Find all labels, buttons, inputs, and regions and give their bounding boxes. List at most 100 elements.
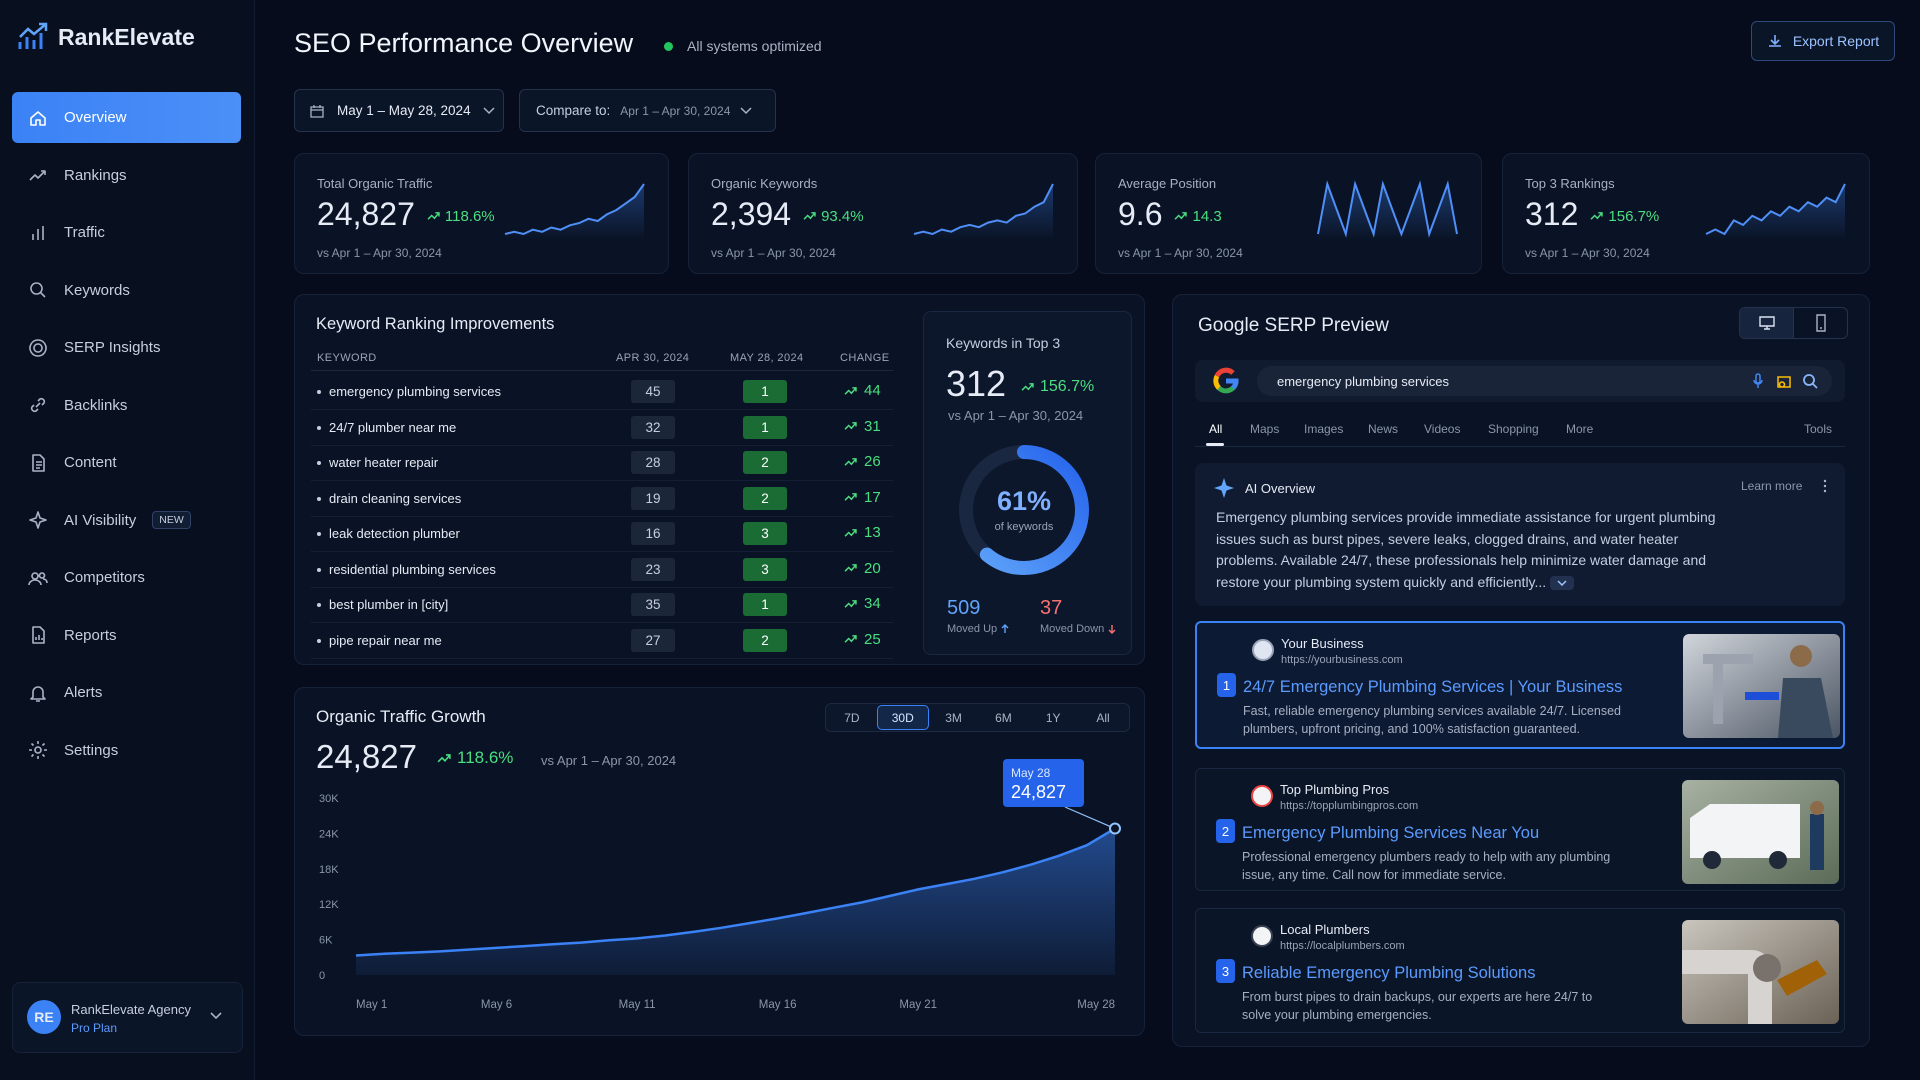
serp-tab[interactable]: Maps	[1250, 422, 1280, 436]
range-button[interactable]: All	[1096, 710, 1110, 725]
previous-rank: 27	[631, 628, 675, 652]
nav-label: Traffic	[64, 224, 105, 241]
trend-icon	[844, 422, 857, 431]
serp-tools[interactable]: Tools	[1804, 422, 1833, 436]
current-rank: 1	[743, 593, 787, 616]
kpi-change: 14.3	[1174, 208, 1222, 225]
donut-label: 61%	[997, 486, 1051, 516]
avatar: RE	[27, 1000, 61, 1034]
logo-arrow	[19, 22, 48, 38]
nav-label: Competitors	[64, 569, 145, 586]
rank-change: 17	[844, 489, 881, 506]
card-compare: vs Apr 1 – Apr 30, 2024	[948, 408, 1083, 423]
icon-path	[844, 529, 857, 537]
nav-item[interactable]: Keywords	[12, 265, 241, 316]
rank-badge: 1	[1217, 673, 1236, 697]
donut-chart: 61% of keywords	[959, 445, 1089, 575]
nav-icon	[30, 110, 46, 126]
search-input[interactable]: emergency plumbing services	[1257, 366, 1832, 396]
date-range-picker[interactable]: May 1 – May 28, 2024	[294, 89, 504, 132]
more-icon[interactable]	[1822, 478, 1828, 494]
range-button[interactable]: 3M	[945, 710, 962, 725]
column-header: APR 30, 2024	[616, 352, 690, 364]
nav-icon	[28, 571, 48, 585]
rank-change: 20	[844, 560, 881, 577]
nav-icon	[29, 338, 47, 357]
kpi-value: 9.6	[1118, 196, 1163, 232]
compare-text: vs Apr 1 – Apr 30, 2024	[948, 408, 1084, 423]
serp-tab[interactable]: News	[1368, 422, 1399, 436]
nav-item[interactable]: Alerts	[12, 667, 241, 718]
nav-item[interactable]: Backlinks	[12, 380, 241, 431]
rank-badge: 3	[1216, 959, 1235, 983]
nav-item[interactable]: Reports	[12, 610, 241, 661]
kpi-change-value: 156.7%	[1608, 207, 1660, 225]
y-tick-label: 0	[319, 970, 325, 982]
table-row: residential plumbing services 23 3 20	[311, 552, 893, 588]
serp-tab[interactable]: Images	[1304, 422, 1344, 436]
nav-item[interactable]: Traffic	[12, 207, 241, 258]
sparkline-area	[1706, 184, 1845, 240]
range-button[interactable]: 30D	[876, 705, 929, 730]
card-value: 312	[946, 363, 1007, 404]
result-title[interactable]: Reliable Emergency Plumbing Solutions	[1242, 964, 1536, 982]
nav-item[interactable]: Settings	[12, 725, 241, 776]
icon-path	[29, 338, 47, 357]
nav-item[interactable]: AI Visibility NEW	[12, 495, 241, 546]
serp-tab[interactable]: More	[1566, 422, 1594, 436]
result-title[interactable]: 24/7 Emergency Plumbing Services | Your …	[1243, 678, 1623, 696]
range-button[interactable]: 7D	[844, 710, 860, 725]
change-value: 26	[864, 453, 881, 470]
nav-item[interactable]: Rankings	[12, 150, 241, 201]
nav-item[interactable]: Competitors	[12, 552, 241, 603]
kpi-title: Organic Keywords	[711, 176, 818, 191]
chevron	[740, 106, 752, 114]
desktop-toggle[interactable]	[1740, 308, 1793, 338]
icon-path	[30, 685, 46, 702]
tooltip-box	[1003, 759, 1084, 807]
nav-badge: NEW	[152, 511, 191, 529]
result-title[interactable]: Emergency Plumbing Services Near You	[1242, 824, 1540, 842]
arrow-path	[1001, 624, 1009, 633]
serp-tab[interactable]: Shopping	[1488, 422, 1539, 436]
export-button[interactable]: Export Report	[1751, 21, 1895, 61]
keyword: emergency plumbing services	[329, 384, 501, 399]
nav-item[interactable]: Content	[12, 437, 241, 488]
result-image	[1682, 920, 1839, 1024]
account-card[interactable]: RE RankElevate Agency Pro Plan	[12, 982, 243, 1053]
sparkline-line	[504, 183, 645, 236]
nav-label: Overview	[64, 109, 127, 126]
mobile-toggle[interactable]	[1793, 308, 1847, 338]
status-dot	[664, 42, 673, 51]
compare-picker[interactable]: Compare to: Apr 1 – Apr 30, 2024	[519, 89, 776, 132]
nav-item[interactable]: Overview	[12, 92, 241, 143]
image-pipe	[1703, 654, 1753, 724]
nav-icon	[30, 282, 46, 298]
favicon	[1252, 639, 1274, 661]
rank-change: 26	[844, 453, 881, 470]
range-button[interactable]: 6M	[995, 710, 1012, 725]
kpi-card: Average Position 9.6 14.3 vs Apr 1 – Apr 30…	[1095, 153, 1482, 274]
range-button[interactable]: 1Y	[1045, 710, 1061, 725]
device-toggle	[1739, 307, 1848, 339]
nav-item[interactable]: SERP Insights	[12, 322, 241, 373]
kpi-title: Average Position	[1118, 176, 1217, 191]
previous-rank: 32	[631, 415, 675, 439]
sparkle	[1214, 478, 1234, 498]
expand-button[interactable]	[1550, 575, 1575, 590]
table-row: pipe repair near me 27 2 25	[311, 623, 893, 659]
mobile-icon	[1815, 314, 1826, 332]
keyword-panel: Keyword Ranking Improvements Keywords in…	[294, 294, 1145, 665]
table-row: best plumber in [city] 35 1 34	[311, 587, 893, 623]
account-plan: Pro Plan	[71, 1021, 118, 1035]
icon-path	[30, 110, 46, 126]
account-name: RankElevate Agency	[71, 1002, 191, 1017]
site-name: Top Plumbing Pros	[1280, 782, 1390, 797]
serp-tab[interactable]: Videos	[1424, 422, 1461, 436]
image-van	[1690, 804, 1800, 858]
serp-tab[interactable]: All	[1209, 422, 1223, 436]
previous-rank: 16	[631, 522, 675, 545]
moved-down-label: Moved Down	[1040, 623, 1105, 635]
learn-more[interactable]: Learn more	[1741, 479, 1803, 493]
nav-label: SERP Insights	[64, 339, 161, 356]
